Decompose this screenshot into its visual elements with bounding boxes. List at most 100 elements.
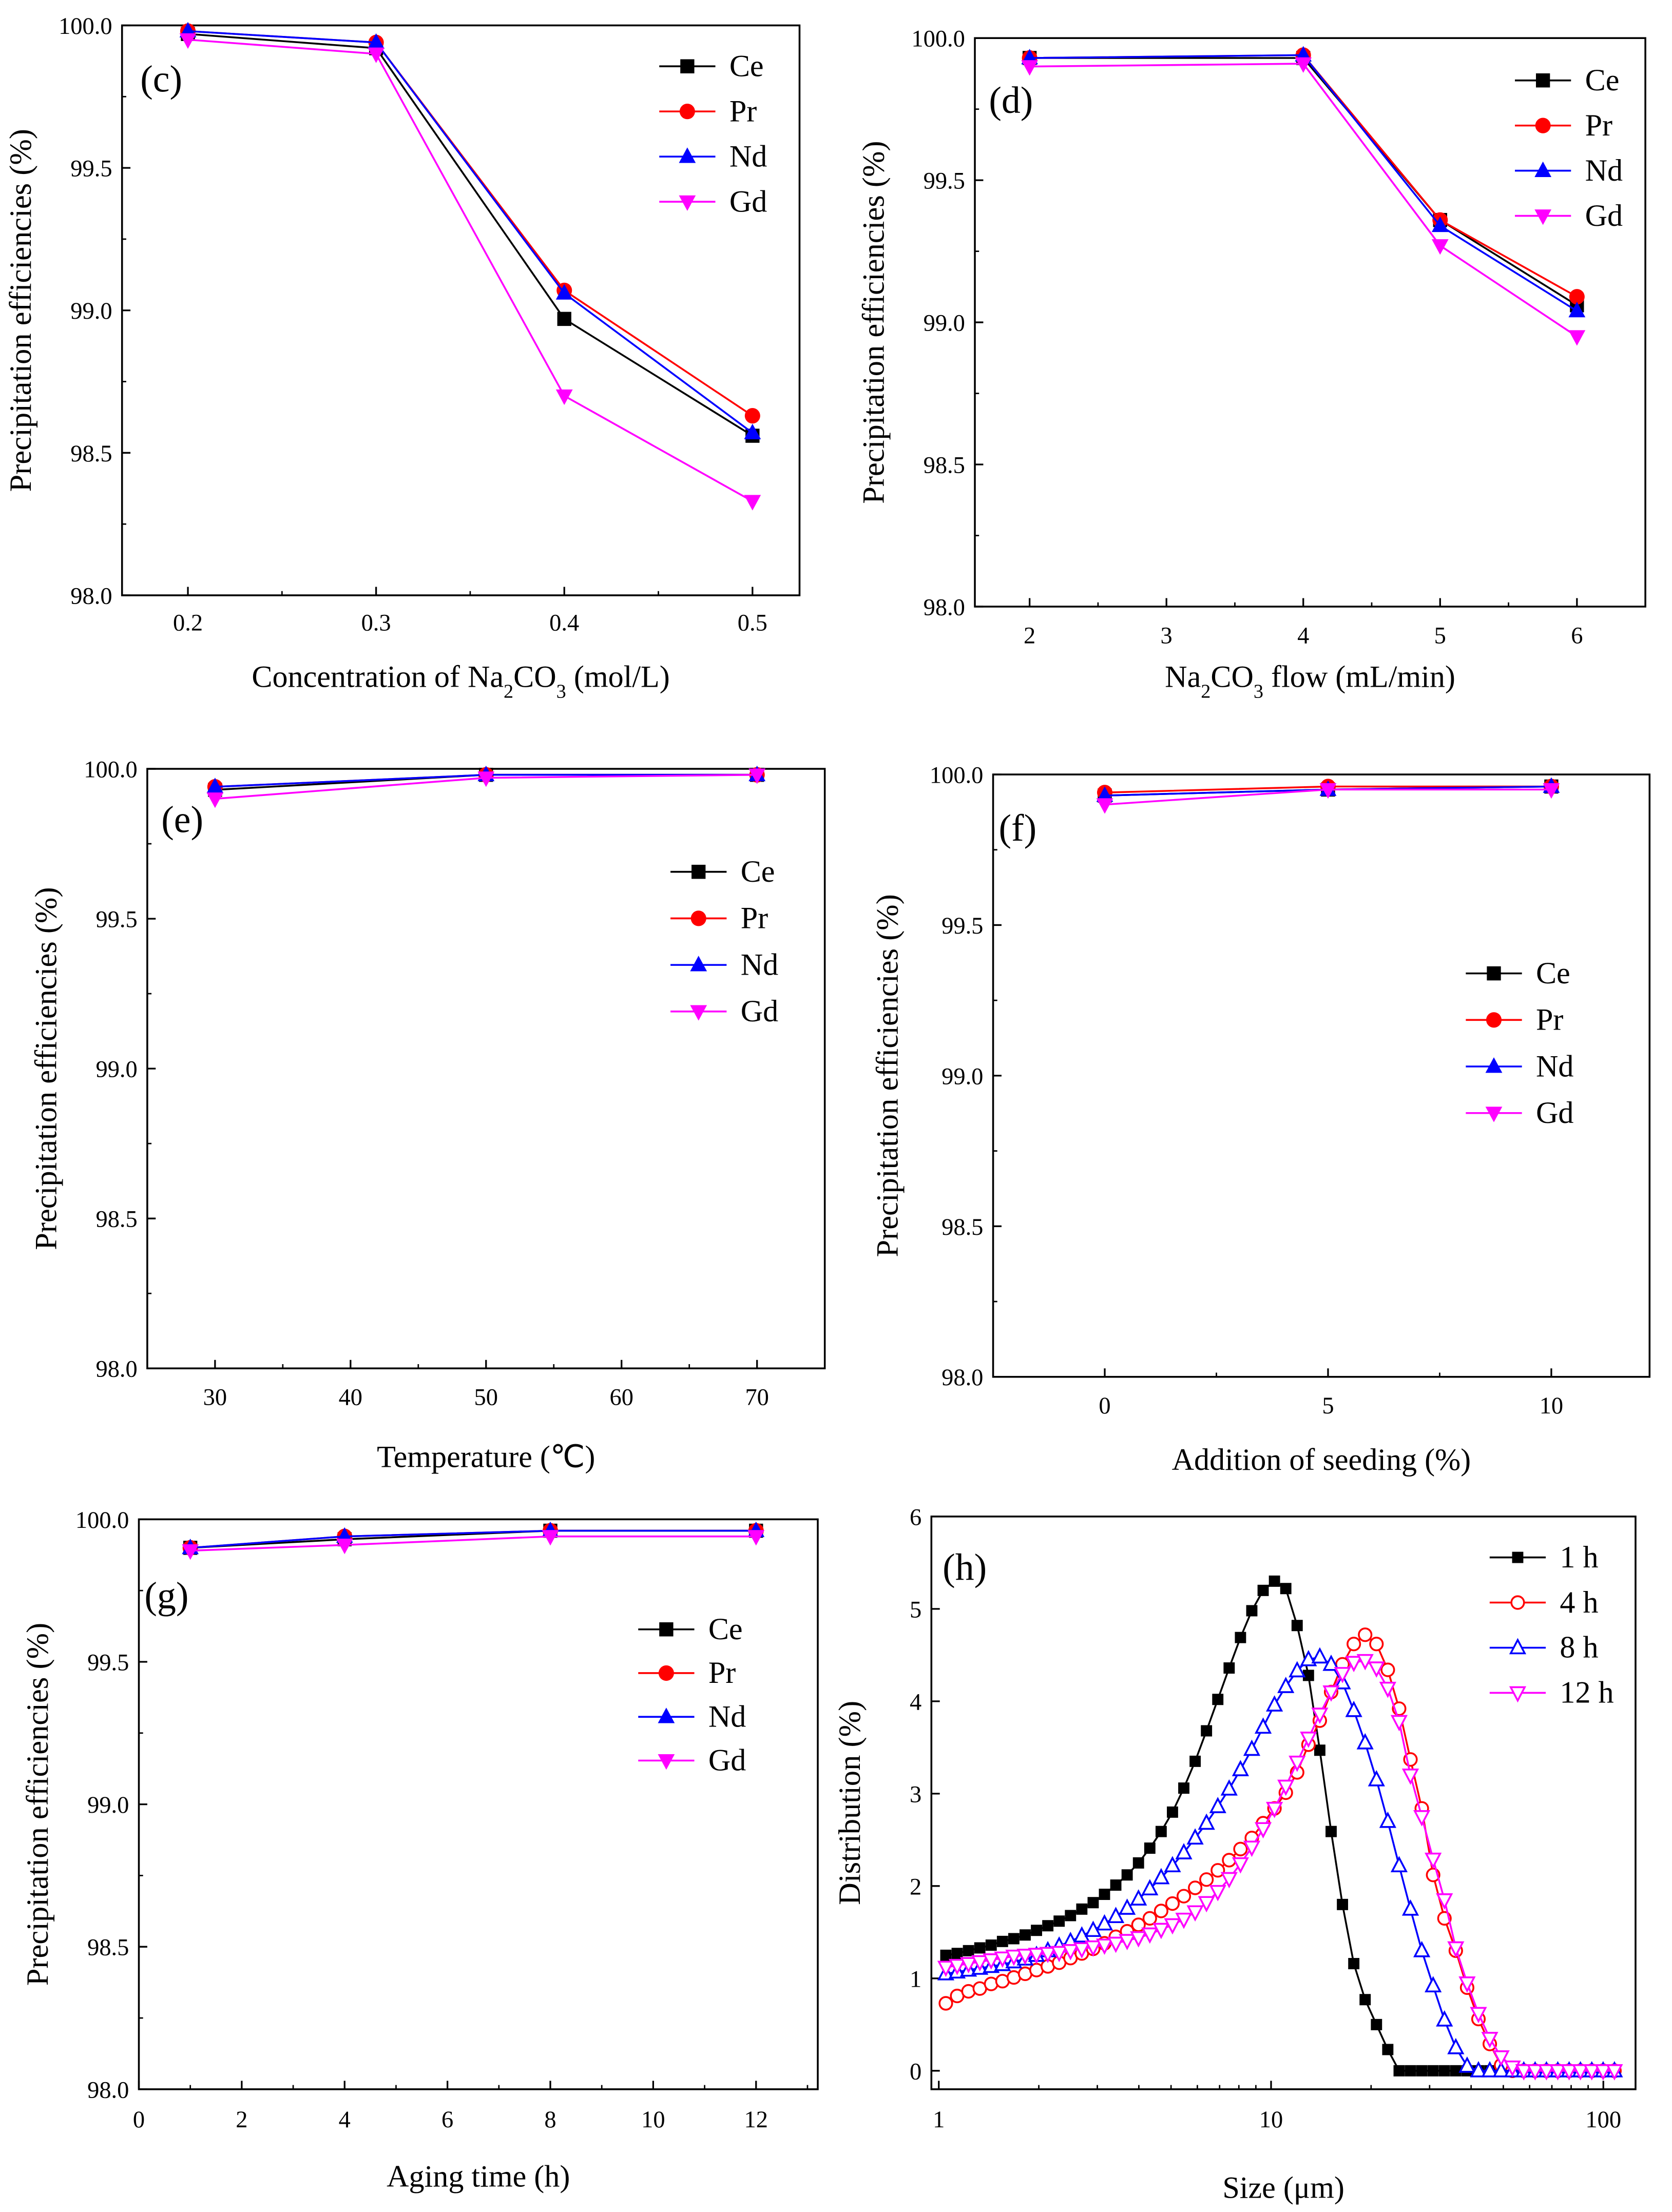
data-point [940, 1949, 952, 1961]
data-point [1425, 1976, 1442, 1993]
data-point [1568, 302, 1586, 318]
legend-entry: Gd [670, 994, 778, 1029]
data-point [1005, 1949, 1023, 1966]
x-tick-label: 1 [933, 2106, 945, 2133]
series-Nd [1021, 46, 1586, 318]
y-tick-label: 99.0 [70, 298, 112, 324]
legend-entry: Nd [1514, 153, 1623, 188]
data-point [1359, 1994, 1371, 2006]
legend-entry: Pr [1514, 108, 1612, 143]
data-point [1175, 1912, 1193, 1929]
data-point [1413, 1941, 1431, 1957]
legend-marker [1509, 1686, 1527, 1703]
legend-label: 12 h [1560, 1676, 1613, 1710]
legend-label: 1 h [1560, 1540, 1598, 1575]
data-point [1016, 1949, 1034, 1965]
data-point [1065, 1910, 1077, 1922]
data-point [1076, 1903, 1088, 1915]
data-point [1481, 2061, 1498, 2078]
legend-label: Nd [708, 1699, 746, 1734]
data-point [1062, 1944, 1079, 1961]
data-point [1337, 1898, 1349, 1910]
data-point [1031, 1925, 1042, 1936]
x-tick-label: 3 [1161, 622, 1173, 649]
x-tick-label: 6 [441, 2106, 453, 2133]
chart-panel-3: 98.0 98.5 99.0 99.5 100.0 30 40 50 60 70 Precipita… [29, 756, 826, 1474]
data-point [1458, 1976, 1476, 1993]
data-point [1175, 1843, 1193, 1859]
data-point [1470, 2061, 1487, 2078]
data-point [959, 1957, 977, 1973]
data-point [206, 778, 224, 793]
legend-entry: 12 h [1489, 1676, 1614, 1710]
data-point [1390, 1856, 1408, 1873]
legend-marker [1487, 966, 1501, 981]
data-point [1235, 1632, 1246, 1643]
data-point [206, 792, 224, 808]
y-tick-label: 98.0 [96, 1356, 138, 1383]
data-point [1039, 1947, 1056, 1964]
x-tick-label: 2 [236, 2106, 247, 2133]
data-point [1380, 1662, 1395, 1677]
data-point [1254, 1717, 1272, 1734]
x-tick-label: 100 [1585, 2106, 1621, 2133]
panel-label: (h) [943, 1546, 987, 1588]
y-tick-label: 98.5 [941, 1214, 983, 1240]
data-point [1277, 1779, 1295, 1796]
data-point [1154, 1904, 1168, 1918]
legend-entry: Gd [1514, 199, 1623, 233]
legend-entry: Ce [1514, 63, 1619, 98]
data-point [1368, 1661, 1385, 1678]
legend-marker [1510, 1595, 1525, 1610]
data-point [1438, 2065, 1450, 2077]
data-point [1347, 1637, 1361, 1652]
legend-label: Gd [1536, 1096, 1573, 1130]
legend-entry: Ce [659, 49, 764, 83]
data-point [1356, 1733, 1374, 1750]
data-point [1311, 1647, 1329, 1664]
x-tick-label: 0 [1099, 1392, 1110, 1419]
legend-marker [1534, 161, 1552, 177]
data-point [1568, 330, 1586, 346]
series-Nd [182, 1521, 765, 1555]
series-line [946, 1580, 1615, 2072]
data-point [1345, 1700, 1362, 1717]
data-point [747, 1530, 765, 1546]
y-tick-label: 0 [910, 2058, 921, 2085]
x-tick-label: 40 [339, 1384, 362, 1411]
data-point [1314, 1744, 1325, 1756]
data-point [1492, 2061, 1510, 2078]
y-tick-label: 98.0 [87, 2077, 129, 2103]
data-point [1431, 239, 1449, 255]
data-point [1164, 1856, 1181, 1873]
plot-frame [146, 768, 826, 1370]
x-axis-label-part: Aging time (h) [387, 2159, 570, 2194]
data-point [1379, 1811, 1396, 1828]
data-point [1099, 1889, 1110, 1900]
data-point [1178, 1782, 1189, 1794]
x-tick-label: 5 [1434, 622, 1446, 649]
data-point [1164, 1918, 1181, 1935]
data-point [1515, 2064, 1532, 2081]
x-axis-label: Temperature (℃) [377, 1440, 595, 1474]
legend-entry: Pr [638, 1656, 736, 1690]
x-axis-label: Size (μm) [1222, 2170, 1344, 2205]
legend-label: 4 h [1560, 1585, 1598, 1620]
y-tick-label: 99.0 [924, 309, 965, 336]
x-tick-label: 10 [1540, 1392, 1563, 1419]
data-point [1198, 1813, 1215, 1830]
data-point [1121, 1869, 1133, 1881]
data-point [1413, 1810, 1431, 1827]
y-axis-label: Precipitation efficiencies (%) [871, 894, 905, 1257]
data-point [1144, 1842, 1156, 1854]
x-tick-label: 0 [133, 2106, 145, 2133]
y-tick-label: 2 [910, 1873, 921, 1900]
legend-entry: Gd [638, 1743, 746, 1778]
data-point [1210, 1863, 1225, 1878]
legend-entry: 8 h [1489, 1631, 1599, 1665]
data-point [951, 1948, 963, 1959]
x-axis-label-part: Na [1165, 659, 1201, 694]
legend-marker [658, 1665, 674, 1681]
data-point [555, 389, 573, 405]
